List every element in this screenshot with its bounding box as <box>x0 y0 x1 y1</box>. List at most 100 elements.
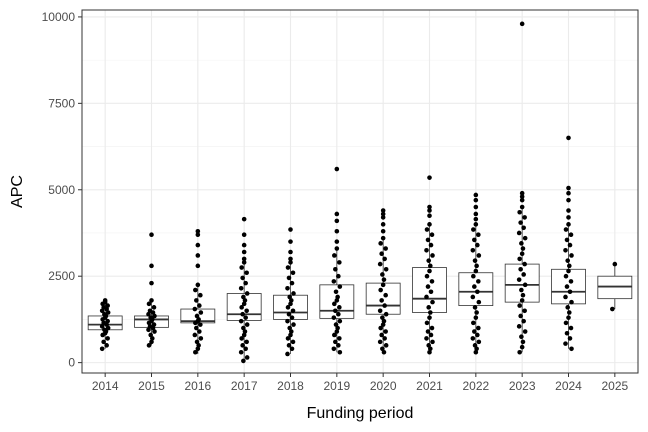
data-point <box>195 282 201 288</box>
data-point <box>285 265 291 270</box>
data-point <box>287 294 293 300</box>
data-point <box>285 351 290 357</box>
data-point <box>519 287 524 293</box>
data-point <box>244 322 250 327</box>
data-point <box>428 332 434 338</box>
data-point <box>146 327 151 333</box>
data-point <box>569 253 574 258</box>
data-point <box>380 346 385 352</box>
outlier-point <box>195 228 201 234</box>
data-point <box>472 237 477 243</box>
box-body <box>458 272 494 306</box>
data-point <box>241 358 246 364</box>
x-tick-label: 2024 <box>555 379 582 393</box>
data-point <box>238 286 244 291</box>
data-point <box>289 346 295 352</box>
data-point <box>522 235 528 241</box>
x-tick-label: 2019 <box>323 379 350 393</box>
outlier-point <box>473 216 479 222</box>
outlier-point <box>566 190 571 196</box>
data-point <box>197 303 202 308</box>
data-point <box>337 305 342 310</box>
data-point <box>428 310 433 315</box>
data-point <box>425 237 431 243</box>
data-point <box>610 306 615 312</box>
outlier-point <box>241 216 247 222</box>
y-axis-title: APC <box>9 175 26 208</box>
data-point <box>242 329 248 334</box>
data-point <box>99 324 105 329</box>
data-point <box>430 253 435 258</box>
data-point <box>334 329 340 334</box>
data-point <box>290 308 296 314</box>
x-tick-label: 2018 <box>277 379 304 393</box>
data-point <box>331 315 337 320</box>
data-point <box>241 325 246 331</box>
data-point <box>471 273 476 279</box>
data-point <box>104 322 109 327</box>
data-point <box>243 346 248 352</box>
data-point <box>566 268 571 274</box>
data-point <box>194 298 199 303</box>
panel-border <box>81 9 639 374</box>
data-point <box>289 298 294 303</box>
outlier-point <box>380 208 386 213</box>
data-point <box>564 237 570 243</box>
data-point <box>472 305 478 310</box>
data-point <box>563 273 569 279</box>
outlier-point <box>519 21 525 27</box>
data-point <box>195 346 201 352</box>
data-point <box>240 311 245 317</box>
data-point <box>381 318 387 324</box>
data-point <box>426 258 432 263</box>
data-point <box>377 308 383 314</box>
data-point <box>150 310 156 315</box>
data-point <box>241 332 247 338</box>
data-point <box>101 339 106 345</box>
data-point <box>519 334 524 340</box>
data-point <box>105 325 111 331</box>
data-point <box>424 294 429 300</box>
data-point <box>565 305 570 310</box>
data-point <box>519 204 525 210</box>
data-point <box>193 349 198 355</box>
data-point <box>192 332 198 338</box>
data-point <box>568 279 574 284</box>
data-point <box>337 349 343 355</box>
data-point <box>473 349 479 355</box>
data-point <box>238 349 244 355</box>
data-point <box>518 313 523 319</box>
data-point <box>475 332 480 338</box>
data-point <box>520 339 526 345</box>
data-point <box>380 322 386 327</box>
data-point <box>287 325 293 331</box>
data-point <box>239 305 244 310</box>
data-point <box>517 256 522 262</box>
data-point <box>522 329 528 334</box>
data-point <box>563 320 569 326</box>
y-tick-label: 7500 <box>48 96 75 110</box>
data-point <box>471 320 476 326</box>
data-point <box>151 322 157 327</box>
data-point <box>193 287 198 293</box>
data-point <box>197 329 202 334</box>
data-point <box>378 325 383 331</box>
data-point <box>521 318 526 324</box>
data-point <box>564 330 570 336</box>
outlier-point <box>334 218 340 224</box>
data-point <box>427 222 432 227</box>
outlier-point <box>241 242 247 248</box>
outlier-point <box>241 232 247 238</box>
data-point <box>104 306 109 312</box>
x-tick-label: 2017 <box>231 379 258 393</box>
data-point <box>476 279 481 284</box>
outlier-point <box>149 232 154 238</box>
data-point <box>193 320 198 326</box>
data-point <box>426 305 432 310</box>
data-point <box>472 343 478 348</box>
data-point <box>244 339 249 345</box>
outlier-point <box>427 175 432 180</box>
data-point <box>568 232 574 238</box>
y-tick-label: 2500 <box>48 269 75 283</box>
